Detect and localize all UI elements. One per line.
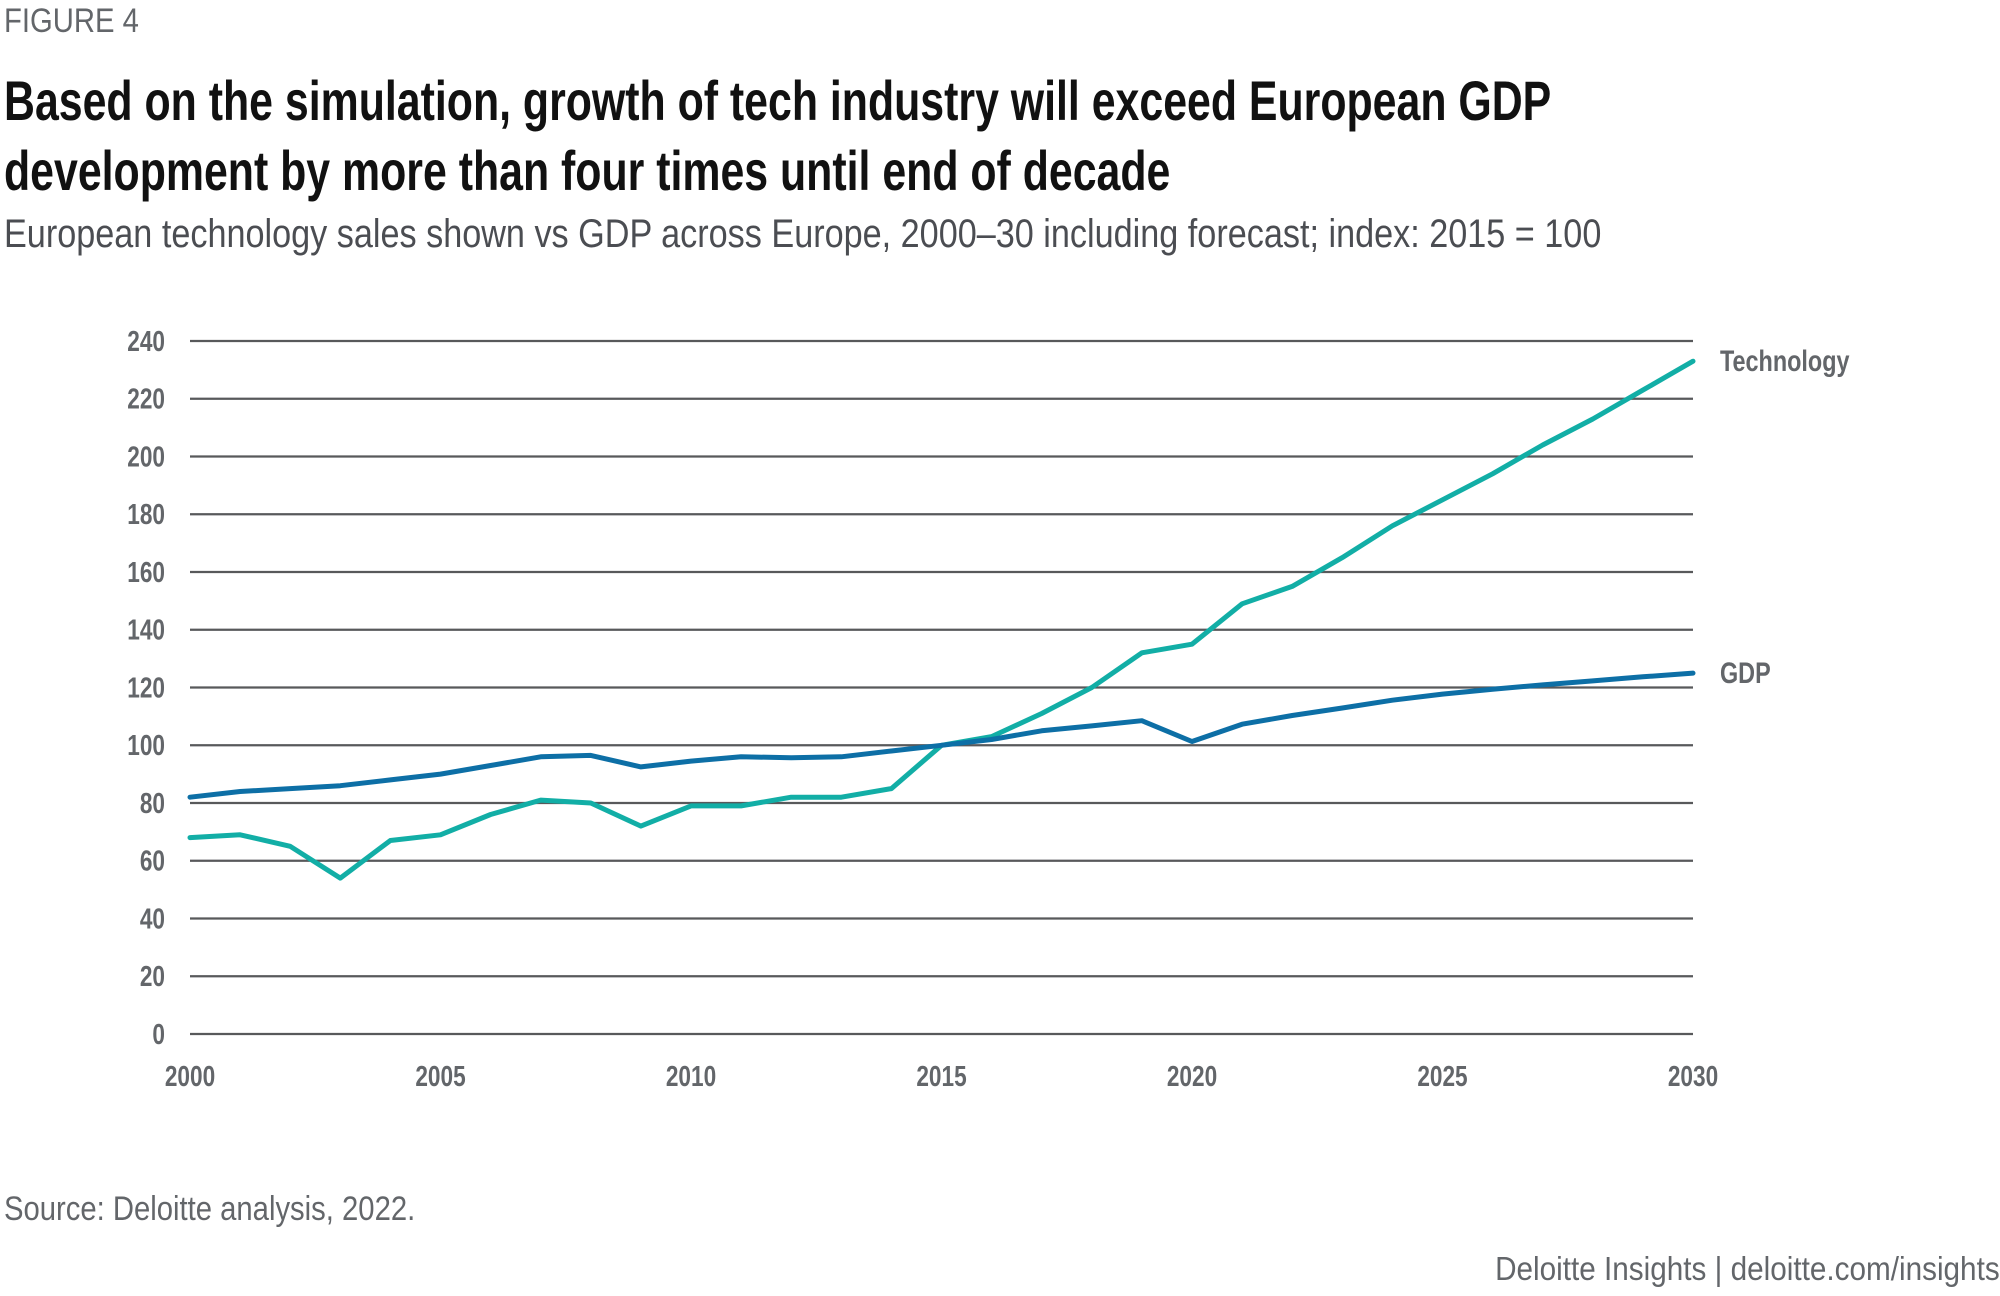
y-tick-label: 140 [127,613,165,646]
x-tick-label: 2005 [415,1059,465,1092]
y-tick-label: 160 [127,555,165,588]
x-tick-label: 2000 [165,1059,215,1092]
y-axis-ticks: 0 20 40 60 80 100 120 140 160 180 200 220 240 [127,324,165,1050]
y-tick-label: 240 [127,324,165,357]
y-tick-label: 0 [152,1017,165,1050]
x-tick-label: 2020 [1167,1059,1217,1092]
x-tick-label: 2025 [1417,1059,1467,1092]
chart-title-line-2: development by more than four times unti… [4,139,1171,202]
y-tick-label: 60 [140,844,165,877]
y-tick-label: 40 [140,902,165,935]
footer-credit: Deloitte Insights | deloitte.com/insight… [1495,1250,2000,1287]
x-tick-label: 2015 [916,1059,966,1092]
y-tick-label: 20 [140,959,165,992]
technology-series-label: Technology [1720,344,1850,377]
x-tick-label: 2030 [1668,1059,1718,1092]
y-tick-label: 220 [127,382,165,415]
chart-title: Based on the simulation, growth of tech … [4,66,1551,206]
source-note: Source: Deloitte analysis, 2022. [4,1190,416,1228]
series-lines [187,358,1696,881]
chart-subtitle: European technology sales shown vs GDP a… [4,212,1602,256]
gdp-series-label: GDP [1720,656,1771,689]
y-tick-label: 100 [127,728,165,761]
gridlines [190,339,1693,1036]
figure-label: FIGURE 4 [4,2,139,40]
y-tick-label: 120 [127,671,165,704]
gdp-line [187,670,1696,800]
chart-title-line-1: Based on the simulation, growth of tech … [4,69,1552,132]
y-tick-label: 180 [127,497,165,530]
y-tick-label: 80 [140,786,165,819]
x-axis-ticks: 2000 2005 2010 2015 2020 2025 2030 [165,1059,1718,1092]
series-labels: Technology GDP [1720,344,1850,689]
technology-line [187,358,1696,881]
x-tick-label: 2010 [666,1059,716,1092]
y-tick-label: 200 [127,440,165,473]
